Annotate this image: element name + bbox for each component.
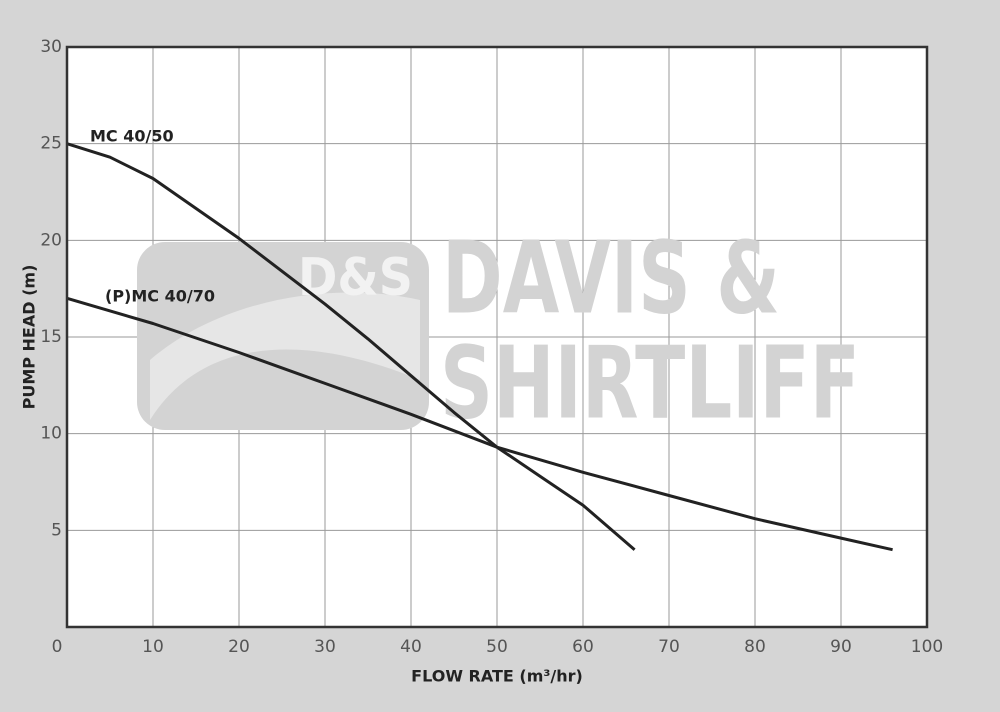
series-layer	[66, 142, 893, 552]
x-tick-label: 70	[658, 637, 680, 657]
series-label: MC 40/50	[90, 127, 174, 146]
plot-frame	[65, 45, 929, 629]
x-tick-label: 20	[228, 637, 250, 657]
x-tick-label: 80	[744, 637, 766, 657]
x-tick-label: 90	[830, 637, 852, 657]
x-tick-label: 40	[400, 637, 422, 657]
logo-initials: D&S	[298, 248, 413, 308]
x-tick-label: 30	[314, 637, 336, 657]
y-tick-label: 10	[40, 424, 62, 444]
watermark: D&S DAVIS & SHIRTLIFF	[137, 219, 860, 441]
pump-curve	[66, 296, 893, 552]
logo-line-1: DAVIS &	[442, 219, 780, 336]
logo-line-2: SHIRTLIFF	[440, 324, 860, 441]
pump-curve	[66, 142, 636, 551]
x-tick-label: 0	[52, 637, 63, 657]
y-tick-label: 20	[40, 230, 62, 250]
series-label: (P)MC 40/70	[105, 287, 215, 306]
y-axis-title: PUMP HEAD (m)	[20, 265, 39, 410]
logo-wave	[150, 292, 420, 420]
y-tick-label: 15	[40, 327, 62, 347]
x-tick-label: 60	[572, 637, 594, 657]
x-axis-title: FLOW RATE (m³/hr)	[411, 667, 583, 686]
x-tick-label: 50	[486, 637, 508, 657]
x-tick-label: 10	[142, 637, 164, 657]
y-tick-label: 5	[51, 520, 62, 540]
y-tick-label: 25	[40, 134, 62, 154]
x-tick-label: 100	[911, 637, 943, 657]
y-tick-label: 30	[40, 37, 62, 57]
